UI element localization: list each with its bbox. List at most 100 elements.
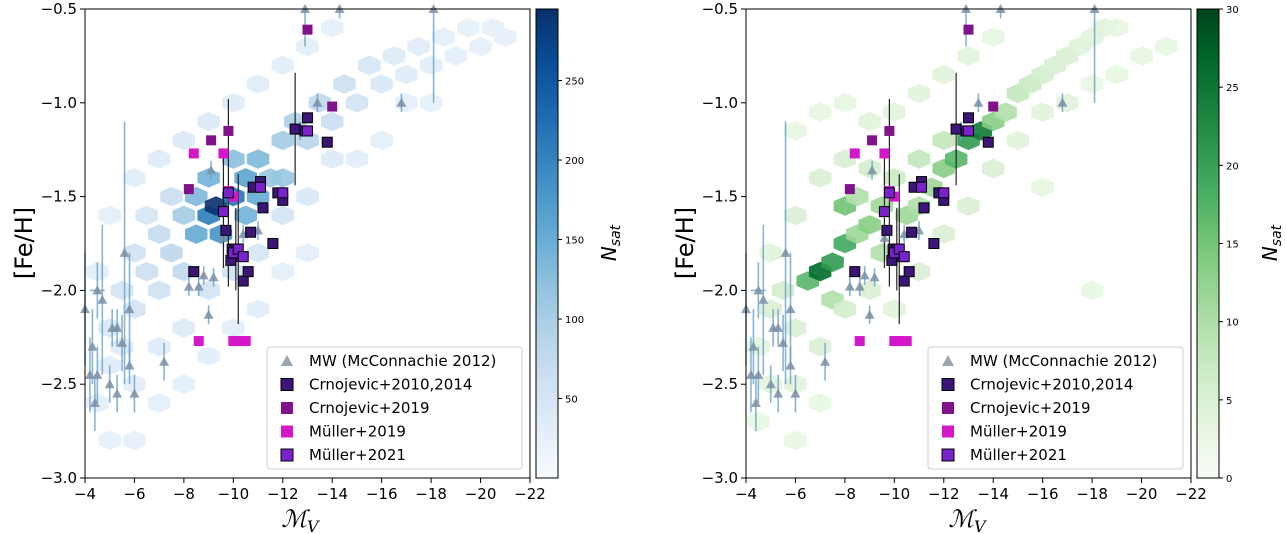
hexbin-cell [185,224,208,244]
legend-label: Müller+2019 [970,423,1067,441]
colorbar-tick-label: 200 [565,156,584,167]
mw-marker [92,285,103,295]
x-tick-label: −12 [267,485,299,503]
hexbin-cell [808,393,832,413]
hexbin-cell [160,243,183,263]
mw-marker [780,247,791,257]
hexbin-cell [784,205,807,226]
x-tick-label: −8 [173,485,195,503]
mw-marker [750,397,761,407]
colorbar-label: Nsat [597,224,624,261]
hexbin-cell [432,27,455,47]
hexbin-cell [345,93,369,113]
colorbar-scale [1196,8,1220,479]
hexbin-cell [759,243,782,263]
hexbin-cell [271,261,294,282]
hexbin-cell [1155,36,1178,57]
mw-marker [117,337,128,347]
hexbin-cell [771,280,795,301]
hexbin-cell [123,168,146,188]
hexbin-cell [469,36,492,57]
y-tick-label: −2.5 [702,375,738,393]
legend-box [266,346,523,470]
x-tick-label: −22 [1175,485,1207,503]
mw-marker [773,322,784,332]
hexbin-cell [395,64,418,85]
legend-marker-mw [942,355,954,366]
hexbin-cell [747,412,770,432]
hexbin-cell [407,36,430,57]
hexbin-cell [784,430,807,451]
hexbin-cell [358,55,381,75]
x-tick-label: −16 [366,485,398,503]
hexbin-cell [1031,177,1054,197]
hexbin-cell [98,430,121,451]
x-tick-label: −18 [415,485,447,503]
x-tick-label: −4 [74,485,96,503]
mw-marker [97,294,108,304]
crnojevic2010-marker [242,266,254,278]
hexbin-cell [382,46,406,66]
hexbin-cell [833,299,857,319]
y-tick-label: −1.0 [702,94,738,112]
hexbin-cell [957,46,980,66]
muller2021-marker [222,187,234,199]
muller2019-marker [218,148,229,159]
legend-marker [942,425,954,438]
data-markers [80,4,439,407]
left-panel: −4 −6 −8 −10 −12 −14 −16 −18 −20 −22 −3.0 −2.5 −2.0… [10,0,624,534]
hexbin-cell [858,111,881,132]
hexbin-cell [883,168,906,188]
legend-marker [281,425,293,438]
crnojevic2010-marker [881,224,893,236]
colorbar: 50 100 150 200 250 Nsat [535,8,624,479]
legend: MW (McConnachie 2012) Crnojevic+2010,2014… [927,346,1184,470]
colorbar: 0 5 10 15 20 25 30 Nsat [1196,5,1285,485]
hexbin-cell [147,149,171,169]
y-tick-label: −2.0 [41,281,77,299]
crnojevic2019-marker [327,101,338,112]
hexbin-cell [494,27,517,47]
y-tick-label: −0.5 [41,0,77,18]
colorbar-tick-label: 25 [1226,83,1239,94]
legend-marker [941,378,955,391]
x-tick-label: −10 [218,485,250,503]
mw-marker [748,341,759,351]
y-axis-label: [Fe/H] [671,207,699,279]
colorbar-tick-label: 30 [1226,5,1239,16]
mw-marker [218,232,229,242]
hexbin-cell [147,224,171,244]
muller2021-marker [237,251,249,263]
colorbar-tick-label: 15 [1226,240,1239,251]
mw-marker [753,285,764,295]
hexbin-cell [982,158,1005,179]
mw-marker [859,270,870,280]
hexbin-cell [994,102,1017,122]
legend-marker [280,378,294,391]
crnojevic2019-marker [223,125,234,136]
crnojevic2019-marker [183,184,194,195]
mw-marker [758,294,769,304]
hexbin-cell [808,102,832,122]
hexbin-cell [370,74,393,94]
legend-marker [281,402,293,414]
mw-marker [1057,97,1068,107]
crnojevic2019-marker [988,101,999,112]
crnojevic2010-marker [928,238,940,249]
mw-marker [203,309,214,319]
legend-label: Müller+2021 [309,446,406,464]
right-panel: −4 −6 −8 −10 −12 −14 −16 −18 −20 −22 −3.0 −2.5 −2.0… [671,0,1285,534]
mw-marker [785,360,796,370]
hexbin-cell [296,36,319,57]
muller2021-marker [916,181,928,193]
crnojevic2010-marker [898,275,910,287]
colorbar-label: Nsat [1258,224,1285,261]
colorbar-tick-label: 100 [565,315,584,326]
muller2019-marker [901,336,912,347]
colorbar-tick-label: 0 [1226,474,1232,485]
crnojevic2019-marker [867,135,878,146]
plot-frame [745,8,1192,479]
mw-marker [112,322,123,332]
mw-marker [206,165,217,175]
